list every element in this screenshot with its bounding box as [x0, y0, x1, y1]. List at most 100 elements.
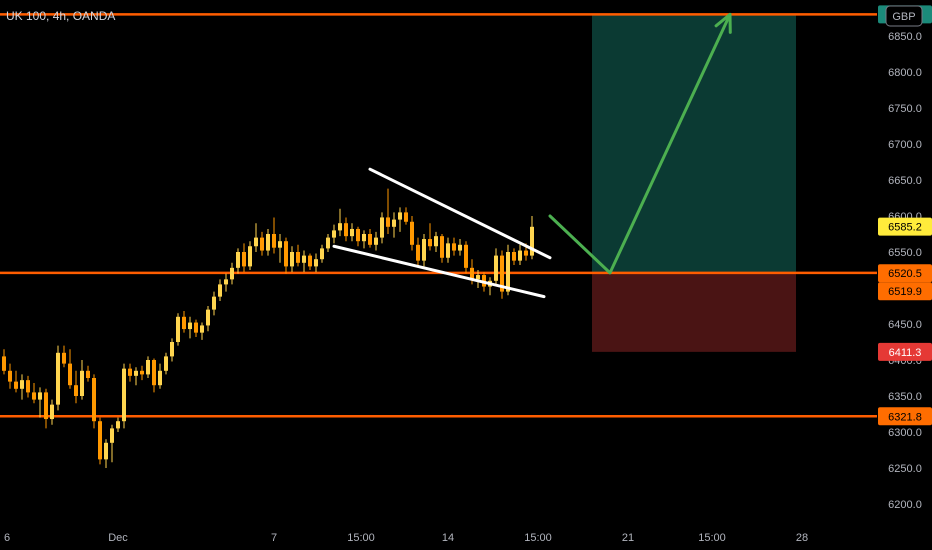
time-tick-label: Dec: [108, 532, 128, 544]
candle-body: [140, 370, 144, 375]
candle-body: [392, 219, 396, 227]
candle-body: [14, 381, 18, 389]
candle-body: [164, 356, 168, 371]
price-tick-label: 6250.0: [888, 463, 922, 475]
candle-body: [326, 237, 330, 249]
candle-body: [32, 392, 36, 400]
candle-body: [80, 370, 84, 396]
candle-body: [146, 360, 150, 375]
candle-body: [182, 316, 186, 330]
candle-body: [530, 226, 534, 256]
price-tick-label: 6650.0: [888, 175, 922, 187]
price-tick-label: 6800.0: [888, 67, 922, 79]
candle-body: [38, 392, 42, 400]
candle-body: [218, 284, 222, 297]
candle-body: [194, 322, 198, 333]
currency-label: GBP: [892, 11, 915, 23]
wedge-trendline: [368, 167, 552, 260]
candle-body: [98, 421, 102, 460]
candle-body: [134, 370, 138, 376]
candle-body: [110, 428, 114, 443]
candle-body: [440, 236, 444, 258]
price-tag: [878, 407, 932, 426]
candle-body: [518, 250, 522, 261]
candle-body: [44, 392, 48, 420]
price-tag-label: 6585.2: [888, 222, 922, 234]
candle-body: [296, 252, 300, 263]
candle-body: [362, 234, 366, 242]
candle-body: [386, 217, 390, 227]
candle-body: [56, 352, 60, 405]
candle-body: [254, 237, 258, 247]
candle-body: [236, 252, 240, 268]
stop-zone: [592, 272, 796, 352]
candle-body: [344, 223, 348, 237]
candle-body: [512, 252, 516, 261]
candle-body: [230, 267, 234, 280]
price-tick-label: 6300.0: [888, 427, 922, 439]
price-tick-label: 6850.0: [888, 31, 922, 43]
candle-body: [266, 234, 270, 251]
candle-body: [410, 221, 414, 245]
candle-body: [494, 255, 498, 281]
candle-body: [200, 325, 204, 333]
time-tick-label: 15:00: [698, 532, 726, 544]
candle-body: [26, 380, 30, 393]
candle-body: [500, 255, 504, 292]
candle-body: [320, 248, 324, 260]
time-tick-label: 14: [442, 532, 454, 544]
time-tick-label: 15:00: [347, 532, 375, 544]
candle-body: [416, 244, 420, 261]
candle-body: [2, 356, 6, 371]
candle-body: [272, 234, 276, 248]
currency-badge[interactable]: GBP: [885, 5, 923, 27]
candle-body: [470, 267, 474, 280]
candle-body: [308, 255, 312, 267]
time-axis[interactable]: 6 Dec 7 15:00 14 15:00 21 15:00 28: [4, 532, 808, 544]
price-tag-label: 6519.9: [888, 286, 922, 298]
candle-body: [458, 244, 462, 251]
candle-body: [446, 243, 450, 258]
wedge-trendline: [332, 244, 546, 299]
drawings: [332, 12, 732, 299]
candle-body: [368, 234, 372, 245]
candle-body: [278, 241, 282, 248]
candle-body: [374, 237, 378, 245]
candle-body: [380, 217, 384, 238]
candle-body: [86, 370, 90, 378]
candle-body: [92, 378, 96, 422]
price-tick-label: 6350.0: [888, 391, 922, 403]
price-tag-label: 6520.5: [888, 268, 922, 280]
candle-body: [524, 250, 528, 256]
price-tag: [878, 342, 932, 361]
candle-body: [122, 368, 126, 422]
price-tick-label: 6550.0: [888, 247, 922, 259]
price-tag: [878, 282, 932, 301]
candle-body: [422, 239, 426, 261]
candle-body: [404, 212, 408, 222]
target-zone: [592, 14, 796, 273]
candle-body: [398, 212, 402, 220]
candle-body: [260, 237, 264, 251]
price-tick-label: 6200.0: [888, 499, 922, 511]
candle-body: [158, 370, 162, 386]
time-tick-label: 6: [4, 532, 10, 544]
projection-arrow-head: [714, 12, 732, 34]
candle-body: [20, 380, 24, 389]
candle-body: [242, 252, 246, 267]
time-tick-label: 15:00: [524, 532, 552, 544]
price-tick-label: 6700.0: [888, 139, 922, 151]
candle-body: [350, 228, 354, 237]
candle-body: [104, 442, 108, 460]
candle-body: [356, 228, 360, 242]
candle-body: [74, 385, 78, 396]
position-zones: [592, 14, 796, 352]
candle-body: [224, 279, 228, 285]
candle-body: [314, 259, 318, 267]
chart-title: UK 100, 4h, OANDA: [6, 9, 115, 23]
candle-body: [434, 236, 438, 247]
candle-body: [8, 370, 12, 382]
candle-body: [176, 316, 180, 342]
candle-body: [212, 296, 216, 310]
